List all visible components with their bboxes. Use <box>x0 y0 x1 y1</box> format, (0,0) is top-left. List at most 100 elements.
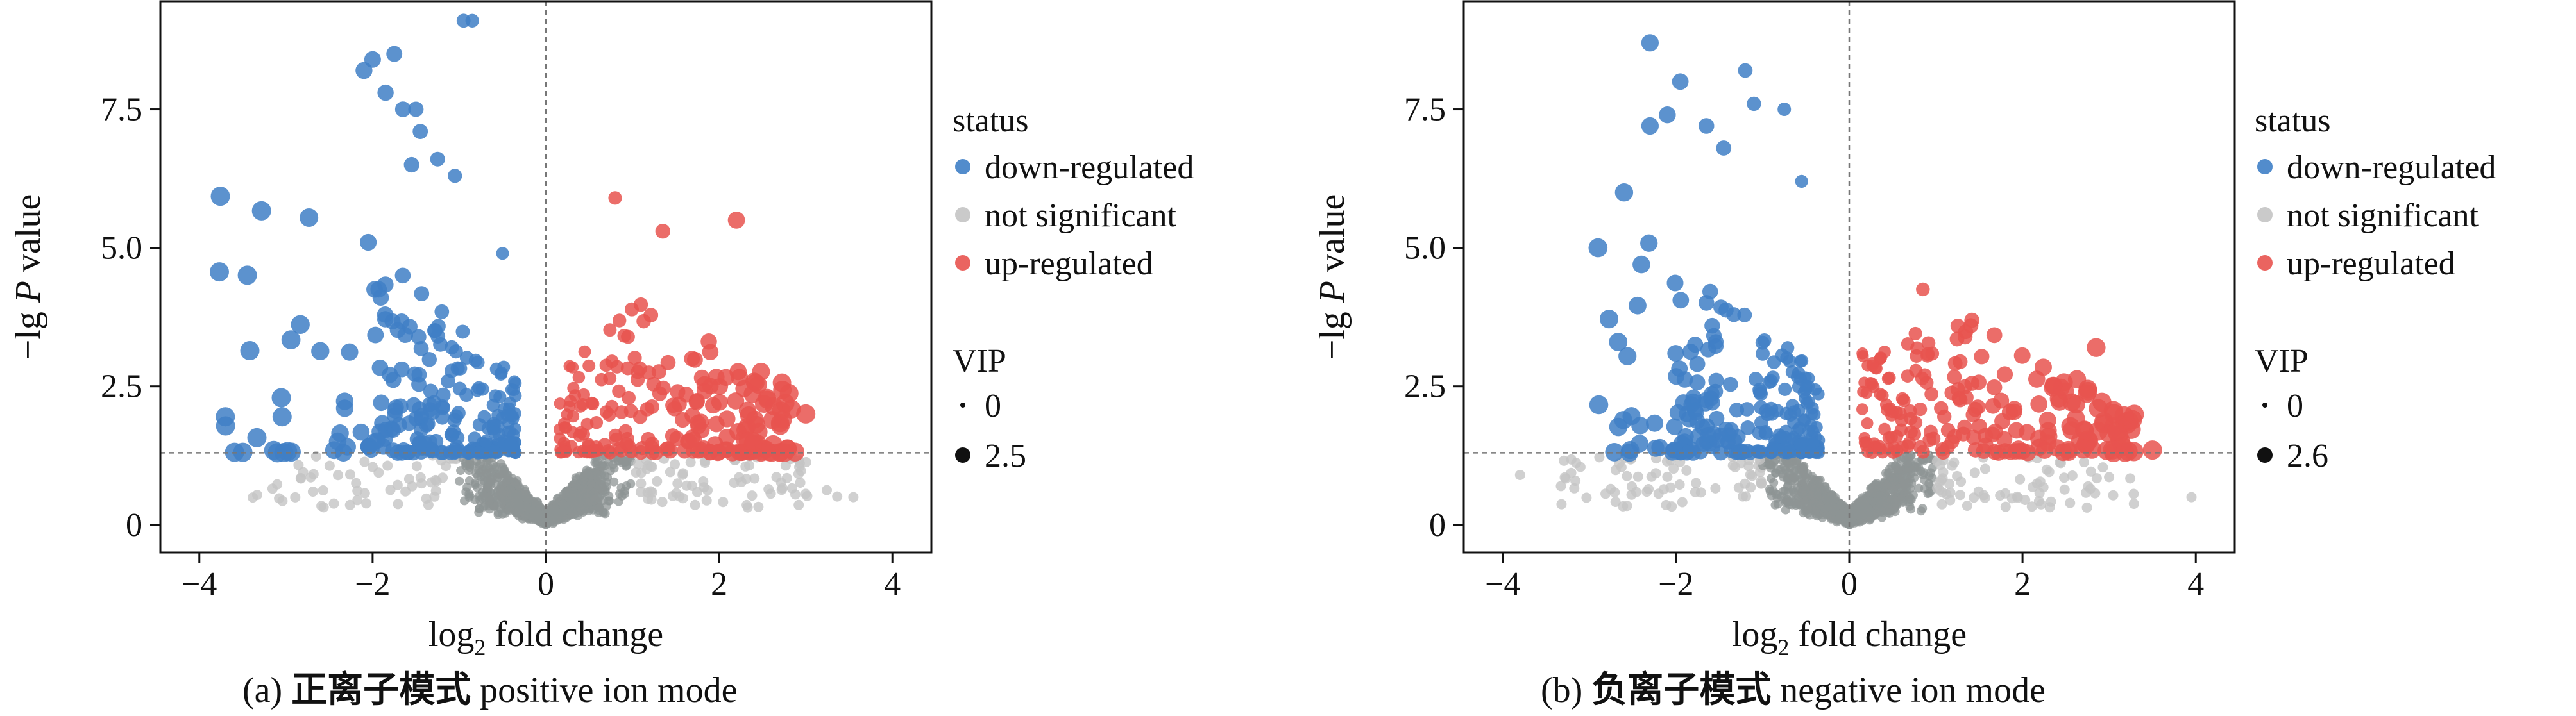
point-not-significant <box>652 476 663 487</box>
point-down-regulated <box>1777 103 1792 116</box>
point-not-significant <box>749 473 760 484</box>
point-not-significant <box>822 485 832 495</box>
point-not-significant <box>462 483 472 492</box>
point-not-significant <box>333 470 343 481</box>
point-not-significant <box>1813 487 1823 496</box>
legend-vip-title: VIP <box>2255 343 2309 379</box>
point-not-significant <box>2044 467 2055 478</box>
point-up-regulated <box>796 404 816 424</box>
point-down-regulated <box>1757 333 1772 347</box>
point-not-significant <box>1771 489 1781 499</box>
point-up-regulated <box>2013 347 2031 364</box>
point-up-regulated <box>1894 406 1907 420</box>
point-not-significant <box>2104 472 2115 483</box>
legend-key-not-significant <box>2257 207 2273 222</box>
point-not-significant <box>324 460 335 471</box>
point-not-significant <box>491 462 501 472</box>
scatter-points <box>1514 34 2197 529</box>
point-not-significant <box>1555 481 1566 492</box>
point-up-regulated <box>623 404 638 419</box>
point-up-regulated <box>688 394 705 410</box>
point-not-significant <box>248 492 258 503</box>
point-down-regulated <box>1647 439 1665 457</box>
point-up-regulated <box>660 354 676 370</box>
point-up-regulated <box>2059 442 2078 462</box>
point-down-regulated <box>251 201 271 221</box>
point-down-regulated <box>1731 429 1746 444</box>
point-down-regulated <box>1689 374 1706 391</box>
point-not-significant <box>2083 481 2094 492</box>
point-not-significant <box>573 511 582 520</box>
legend-key-up-regulated <box>2257 255 2273 271</box>
point-up-regulated <box>1916 282 1930 297</box>
point-not-significant <box>600 509 610 519</box>
point-down-regulated <box>1737 307 1752 322</box>
point-not-significant <box>290 492 301 503</box>
point-down-regulated <box>1793 438 1808 452</box>
legend-vip-small-dot <box>960 403 965 408</box>
point-down-regulated <box>414 408 430 424</box>
point-not-significant <box>1910 473 1919 483</box>
point-not-significant <box>1741 491 1751 502</box>
point-down-regulated <box>479 435 493 448</box>
point-up-regulated <box>617 328 632 343</box>
point-not-significant <box>1920 484 1929 494</box>
point-not-significant <box>740 461 751 472</box>
point-down-regulated <box>1682 344 1699 360</box>
point-up-regulated <box>656 380 671 396</box>
point-up-regulated <box>576 398 589 411</box>
point-not-significant <box>672 478 683 489</box>
point-down-regulated <box>408 101 424 117</box>
point-not-significant <box>416 478 427 489</box>
point-not-significant <box>1838 507 1848 517</box>
legend-key-up-regulated <box>955 255 970 271</box>
point-up-regulated <box>681 433 697 449</box>
point-not-significant <box>482 469 491 478</box>
point-down-regulated <box>403 156 419 173</box>
point-down-regulated <box>1778 382 1792 396</box>
point-up-regulated <box>708 369 725 386</box>
point-not-significant <box>426 477 437 488</box>
legend-label: up-regulated <box>985 246 1153 282</box>
point-down-regulated <box>1734 444 1749 459</box>
point-down-regulated <box>1666 418 1683 435</box>
point-down-regulated <box>434 304 450 319</box>
point-not-significant <box>2015 474 2026 485</box>
point-up-regulated <box>1916 445 1930 459</box>
point-down-regulated <box>1723 376 1738 392</box>
point-not-significant <box>1815 500 1824 510</box>
point-up-regulated <box>2030 395 2048 413</box>
legend-title: status <box>2255 103 2330 139</box>
point-down-regulated <box>447 413 462 428</box>
point-up-regulated <box>1913 402 1928 417</box>
point-not-significant <box>674 491 685 502</box>
point-not-significant <box>361 498 372 509</box>
point-down-regulated <box>1588 238 1608 258</box>
point-not-significant <box>496 499 506 508</box>
point-down-regulated <box>300 208 319 227</box>
point-not-significant <box>786 483 797 494</box>
point-not-significant <box>647 462 657 472</box>
point-not-significant <box>832 491 843 502</box>
point-down-regulated <box>430 151 445 167</box>
point-not-significant <box>2032 478 2042 489</box>
point-up-regulated <box>612 441 627 456</box>
point-up-regulated <box>1881 372 1895 385</box>
point-not-significant <box>1622 501 1632 512</box>
point-not-significant <box>1681 465 1692 476</box>
legend-vip: VIP 0 2.6 <box>2255 343 2328 474</box>
point-not-significant <box>2186 492 2197 503</box>
point-up-regulated <box>1866 356 1879 370</box>
point-not-significant <box>495 485 505 494</box>
point-not-significant <box>1773 499 1783 509</box>
point-up-regulated <box>2076 435 2096 454</box>
point-not-significant <box>1949 457 1960 468</box>
point-not-significant <box>393 499 403 510</box>
point-up-regulated <box>2092 392 2112 412</box>
point-down-regulated <box>374 415 391 432</box>
point-down-regulated <box>325 441 343 460</box>
point-not-significant <box>1876 492 1885 501</box>
point-down-regulated <box>1795 174 1808 188</box>
point-up-regulated <box>1971 419 1987 435</box>
point-not-significant <box>520 510 530 519</box>
